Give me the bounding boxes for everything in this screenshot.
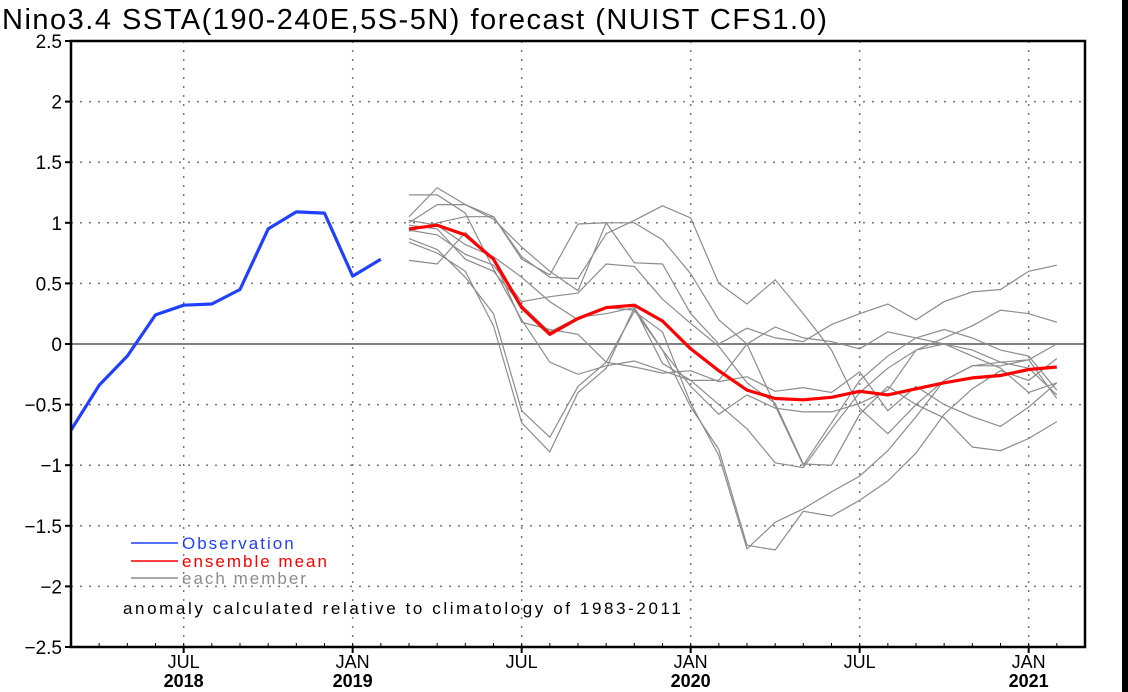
- main-lines: [69, 210, 1057, 431]
- axes: −2.5−2−1.5−1−0.500.511.522.5JUL2018JAN20…: [24, 0, 1128, 692]
- chart-title: Nino3.4 SSTA(190-240E,5S-5N) forecast (N…: [2, 4, 828, 36]
- member-line: [408, 216, 1057, 345]
- y-tick-label: 2: [51, 93, 62, 114]
- x-tick-label: JUL: [168, 652, 200, 672]
- y-tick-label: −1.5: [24, 517, 62, 538]
- y-tick-label: 0: [51, 335, 62, 356]
- member-line: [408, 241, 1058, 551]
- member-line: [408, 219, 1057, 416]
- x-tick-label: JAN: [336, 652, 370, 672]
- y-tick-label: 1.5: [36, 153, 62, 174]
- right-edge-bar: [1122, 0, 1128, 692]
- legend-each-member-label: each member: [182, 569, 308, 588]
- member-line: [408, 238, 1058, 550]
- y-tick-label: 1: [51, 214, 62, 235]
- y-tick-label: 0.5: [36, 274, 62, 295]
- x-tick-year-label: 2018: [164, 671, 204, 691]
- x-tick-year-label: 2019: [333, 671, 373, 691]
- x-tick-label: JAN: [1012, 652, 1046, 672]
- x-tick-label: JAN: [674, 652, 708, 672]
- member-line: [408, 229, 1058, 466]
- x-tick-label: JUL: [506, 652, 538, 672]
- y-tick-label: −2: [40, 577, 62, 598]
- legend-observation-label: Observation: [182, 534, 296, 553]
- y-tick-label: 2.5: [36, 32, 62, 53]
- legend: Observation ensemble mean each member: [131, 534, 329, 588]
- plot-frame: [69, 39, 1087, 649]
- member-line: [408, 204, 1058, 467]
- observation-line: [69, 210, 382, 431]
- y-tick-label: −2.5: [24, 638, 62, 659]
- y-tick-label: −1: [40, 456, 62, 477]
- y-tick-label: −0.5: [24, 396, 62, 417]
- ensemble-mean-line: [408, 223, 1057, 402]
- x-tick-year-label: 2021: [1009, 671, 1049, 691]
- legend-ensemble-mean-label: ensemble mean: [182, 552, 329, 571]
- climatology-annotation: anomaly calculated relative to climatolo…: [123, 599, 683, 618]
- x-tick-label: JUL: [844, 652, 876, 672]
- grid: [71, 41, 1085, 647]
- x-tick-year-label: 2020: [671, 671, 711, 691]
